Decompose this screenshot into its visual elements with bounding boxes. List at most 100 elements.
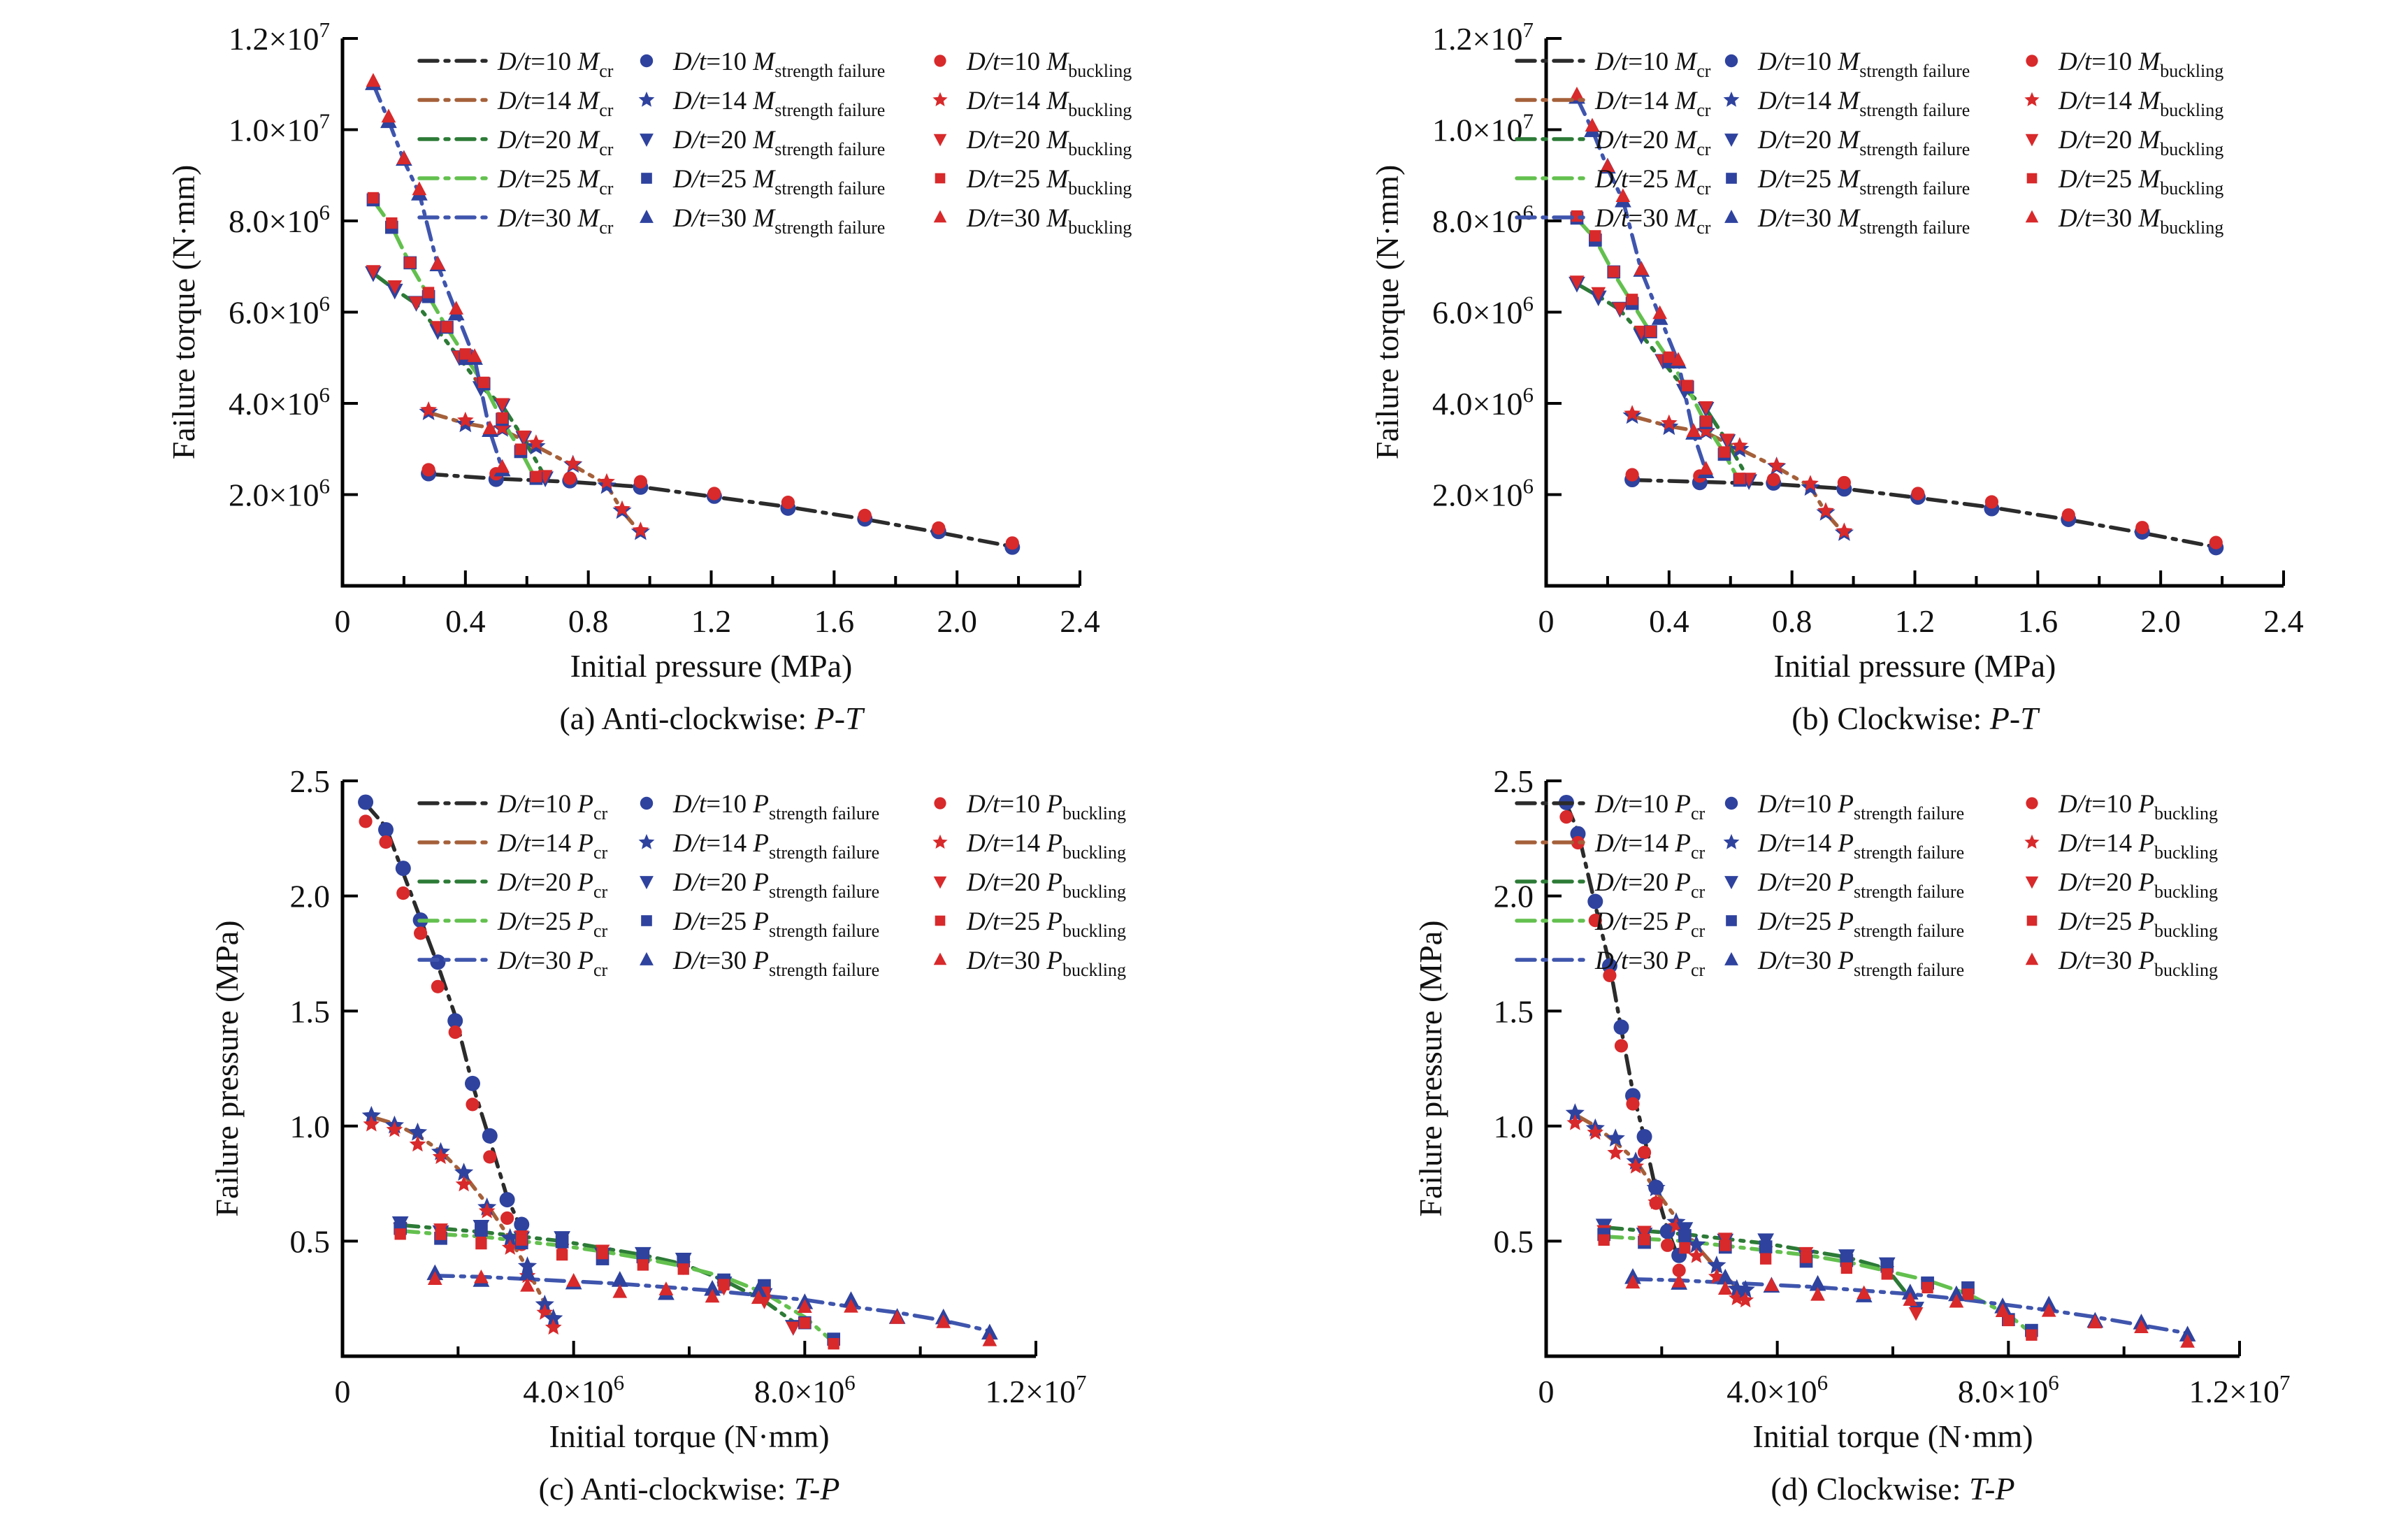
panel-b-y-tick-label: 8.0×106	[1432, 200, 1534, 239]
panel-c-marker-strength-dt10	[514, 1216, 530, 1232]
panel-d-marker-buckling-dt30	[2134, 1319, 2149, 1334]
panel-a-legend-marker-strength-dt10	[640, 54, 654, 68]
panel-d-marker-buckling-dt10	[1626, 1097, 1640, 1111]
panel-c-legend-marker-buckling-dt20	[933, 876, 947, 889]
panel-c-marker-buckling-dt25	[799, 1317, 811, 1329]
panel-d-legend-label-dt30-cr: D/t=30 Pcr	[1594, 947, 1706, 980]
panel-c-marker-strength-dt10	[499, 1192, 515, 1208]
panel-c-marker-buckling-dt10	[431, 979, 445, 993]
panel-c-marker-strength-dt10	[447, 1013, 463, 1029]
panel-c-legend-label-dt20-buckling: D/t=20 Pbuckling	[966, 868, 1126, 902]
panel-a-y-tick-label: 1.2×107	[229, 17, 330, 57]
panel-c-marker-strength-dt10	[358, 794, 374, 810]
panel-a-marker-buckling-dt10	[421, 463, 435, 477]
panel-c-marker-buckling-dt30	[566, 1272, 582, 1287]
panel-d-legend-marker-strength-dt30	[1724, 951, 1738, 965]
panel-d-marker-strength-dt30	[1948, 1285, 1965, 1302]
panel-d-legend-marker-strength-dt25	[1726, 915, 1737, 926]
panel-b-legend-label-dt20-strength: D/t=20 Mstrength failure	[1757, 126, 1970, 159]
panel-b-marker-buckling-dt14	[1802, 475, 1819, 491]
panel-c-marker-strength-dt14	[408, 1122, 428, 1141]
panel-b-legend-label-dt25-strength: D/t=25 Mstrength failure	[1757, 165, 1970, 199]
panel-a-marker-buckling-dt25	[478, 376, 490, 389]
panel-a-legend-label-dt30-cr: D/t=30 Mcr	[497, 204, 614, 238]
panel-d-line-dt10	[1564, 802, 1681, 1262]
chart-panel-b: 0 0.4 0.8 1.2 1.6 2.0 2.4 2.0×106 4.0×106 6.0×106…	[1369, 17, 2304, 736]
panel-c-x-tick-label: 4.0×106	[523, 1370, 624, 1409]
panel-d-y-tick-label: 2.5	[1494, 763, 1534, 799]
panel-d-legend-marker-buckling-dt20	[2025, 876, 2039, 889]
panel-a-legend-label-dt25-cr: D/t=25 Mcr	[497, 165, 614, 199]
panel-d-marker-buckling-dt14	[1688, 1247, 1705, 1263]
panel-d-legend-label-dt20-cr: D/t=20 Pcr	[1594, 868, 1706, 902]
panel-c-marker-strength-dt25	[555, 1235, 569, 1249]
panel-b-marker-buckling-dt25	[1700, 415, 1712, 427]
panel-d-marker-buckling-dt25	[1962, 1288, 1974, 1300]
panel-d-marker-buckling-dt25	[1679, 1242, 1691, 1254]
panel-d-legend-marker-strength-dt10	[1724, 796, 1738, 810]
panel-b-x-tick-label: 2.0	[2140, 603, 2181, 639]
panel-a-marker-buckling-dt30	[381, 108, 396, 123]
panel-b-x-axis-title: Initial pressure (MPa)	[1774, 648, 2056, 684]
panel-c-axes	[340, 781, 1036, 1358]
panel-c-line-dt20	[398, 1223, 795, 1324]
chart-panel-d: 0 4.0×106 8.0×106 1.2×107 0.5 1.0 1.5 2.0 2.5 Ini…	[1413, 763, 2290, 1507]
panel-c-legend-label-dt30-buckling: D/t=30 Pbuckling	[966, 947, 1126, 980]
panel-d-legend-label-dt30-strength: D/t=30 Pstrength failure	[1757, 947, 1964, 980]
panel-a-marker-buckling-dt30	[412, 181, 427, 196]
panel-d-x-tick-label: 0	[1538, 1374, 1555, 1409]
panel-a-legend-label-dt10-buckling: D/t=10 Mbuckling	[966, 48, 1132, 81]
panel-d-marker-buckling-dt30	[1810, 1286, 1825, 1301]
panel-c-marker-strength-dt14	[535, 1295, 554, 1313]
panel-d-marker-buckling-dt14	[1648, 1193, 1664, 1209]
panel-c-marker-buckling-dt30	[890, 1310, 904, 1324]
panel-a-x-tick-label: 1.6	[814, 603, 855, 639]
panel-c-marker-buckling-dt30	[982, 1332, 997, 1346]
panel-d-legend-label-dt10-cr: D/t=10 Pcr	[1594, 790, 1706, 824]
panel-d-marker-buckling-dt14	[1566, 1114, 1584, 1130]
panel-d-marker-buckling-dt10	[1603, 968, 1617, 982]
panel-a-legend-marker-buckling-dt20	[933, 134, 947, 147]
panel-d-legend-marker-buckling-dt10	[2026, 797, 2038, 810]
panel-c-x-tick-label: 8.0×106	[754, 1370, 856, 1409]
panel-b-legend-label-dt10-buckling: D/t=10 Mbuckling	[2058, 48, 2223, 81]
panel-d-marker-buckling-dt30	[1671, 1273, 1687, 1288]
panel-d-legend-label-dt10-buckling: D/t=10 Pbuckling	[2058, 790, 2218, 824]
panel-c-legend-marker-buckling-dt25	[935, 915, 946, 926]
panel-c-marker-buckling-dt14	[409, 1135, 426, 1152]
panel-a-x-tick-label: 1.2	[691, 603, 732, 639]
panel-b-legend-label-dt20-buckling: D/t=20 Mbuckling	[2058, 126, 2223, 159]
panel-d-marker-buckling-dt25	[1638, 1234, 1650, 1246]
panel-c-marker-buckling-dt25	[718, 1279, 730, 1290]
panel-d-marker-buckling-dt25	[2026, 1329, 2038, 1341]
panel-c-marker-buckling-dt25	[637, 1259, 649, 1271]
panel-c-marker-buckling-dt25	[394, 1228, 406, 1240]
panel-c-x-axis-title: Initial torque (N·mm)	[549, 1418, 829, 1454]
panel-d-marker-buckling-dt10	[1661, 1238, 1675, 1252]
panel-a-legend-label-dt25-strength: D/t=25 Mstrength failure	[672, 165, 885, 199]
panel-a-x-tick-label: 0.4	[445, 603, 486, 639]
panel-d-marker-buckling-dt20	[1717, 1232, 1733, 1247]
panel-a-marker-buckling-dt10	[932, 521, 946, 535]
panel-a-marker-buckling-dt20	[366, 265, 381, 279]
panel-c-legend-label-dt10-buckling: D/t=10 Pbuckling	[966, 790, 1126, 824]
panel-a-y-tick-label: 8.0×106	[229, 200, 330, 239]
panel-a-x-tick-label: 2.0	[937, 603, 977, 639]
panel-c-marker-buckling-dt30	[751, 1290, 766, 1304]
panel-d-legend-label-dt20-strength: D/t=20 Pstrength failure	[1757, 868, 1964, 902]
panel-c-marker-strength-dt30	[519, 1264, 536, 1281]
chart-panel-c: 0 4.0×106 8.0×106 1.2×107 0.5 1.0 1.5 2.0 2.5 Ini…	[209, 763, 1126, 1507]
panel-b-marker-buckling-dt10	[2061, 508, 2075, 522]
panel-d: 0 4.0×106 8.0×106 1.2×107 0.5 1.0 1.5 2.0 2.5 Ini…	[1204, 758, 2408, 1517]
panel-d-marker-buckling-dt10	[1637, 1145, 1652, 1160]
panel-c-marker-buckling-dt30	[427, 1271, 442, 1285]
panel-b-x-tick-label: 1.6	[2018, 603, 2059, 639]
panel-d-marker-strength-dt30	[1809, 1274, 1826, 1291]
panel-c-marker-buckling-dt30	[612, 1284, 628, 1298]
panel-d-y-tick-label: 1.5	[1494, 993, 1534, 1029]
panel-a-legend-marker-buckling-dt25	[935, 173, 946, 184]
panel-d-x-axis-title: Initial torque (N·mm)	[1752, 1418, 2033, 1454]
panel-d-marker-buckling-dt30	[2180, 1334, 2195, 1348]
panel-c-y-tick-label: 1.0	[290, 1109, 331, 1144]
panel-a-marker-buckling-dt25	[386, 217, 398, 229]
